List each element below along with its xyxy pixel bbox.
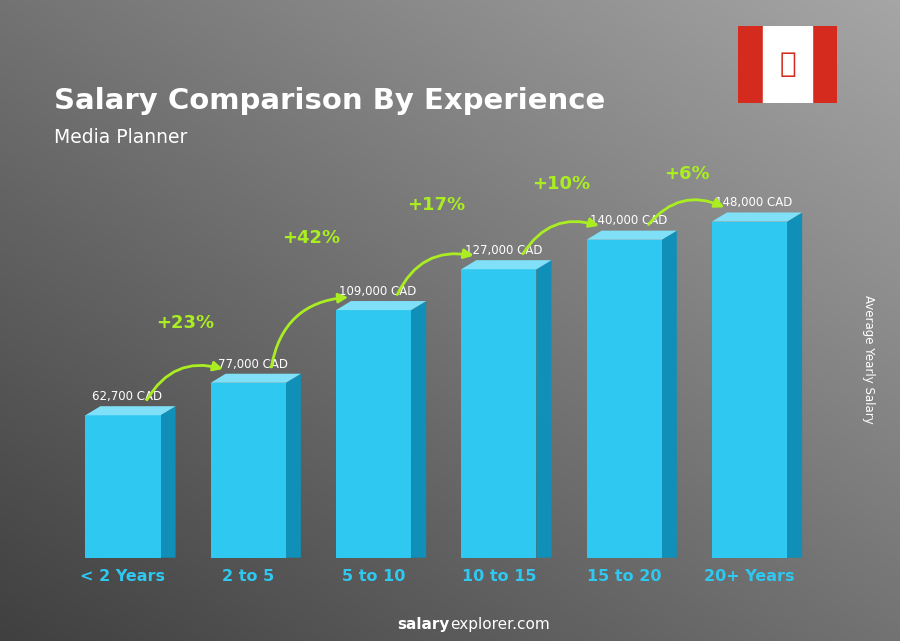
Text: 140,000 CAD: 140,000 CAD bbox=[590, 215, 668, 228]
FancyArrowPatch shape bbox=[397, 250, 471, 295]
Text: 🍁: 🍁 bbox=[779, 50, 796, 78]
Text: Average Yearly Salary: Average Yearly Salary bbox=[862, 295, 875, 423]
Text: explorer.com: explorer.com bbox=[450, 617, 550, 633]
Polygon shape bbox=[211, 374, 301, 383]
Bar bbox=[712, 222, 788, 558]
Bar bbox=[587, 240, 662, 558]
Text: 77,000 CAD: 77,000 CAD bbox=[218, 358, 288, 370]
Text: 127,000 CAD: 127,000 CAD bbox=[464, 244, 542, 257]
Bar bbox=[462, 269, 536, 558]
Polygon shape bbox=[712, 212, 802, 222]
Bar bbox=[211, 383, 286, 558]
FancyArrowPatch shape bbox=[649, 199, 722, 224]
Polygon shape bbox=[86, 406, 176, 415]
Text: +10%: +10% bbox=[533, 175, 590, 193]
Polygon shape bbox=[587, 231, 677, 240]
Text: 109,000 CAD: 109,000 CAD bbox=[339, 285, 417, 298]
Bar bbox=[812, 26, 837, 103]
Polygon shape bbox=[662, 231, 677, 558]
FancyArrowPatch shape bbox=[147, 362, 220, 400]
Polygon shape bbox=[160, 406, 176, 558]
Text: +17%: +17% bbox=[407, 197, 465, 215]
Bar bbox=[738, 26, 763, 103]
FancyArrowPatch shape bbox=[271, 294, 345, 367]
Polygon shape bbox=[788, 212, 802, 558]
Text: +42%: +42% bbox=[282, 229, 340, 247]
Text: salary: salary bbox=[398, 617, 450, 633]
Text: +23%: +23% bbox=[157, 314, 214, 332]
FancyArrowPatch shape bbox=[523, 219, 596, 254]
Bar bbox=[86, 415, 160, 558]
Text: 148,000 CAD: 148,000 CAD bbox=[716, 196, 793, 210]
Text: Media Planner: Media Planner bbox=[54, 128, 187, 147]
Polygon shape bbox=[286, 374, 301, 558]
Text: +6%: +6% bbox=[664, 165, 710, 183]
Polygon shape bbox=[336, 301, 427, 310]
Polygon shape bbox=[462, 260, 552, 269]
Polygon shape bbox=[536, 260, 552, 558]
Bar bbox=[336, 310, 411, 558]
Polygon shape bbox=[411, 301, 427, 558]
Text: 62,700 CAD: 62,700 CAD bbox=[93, 390, 163, 403]
Bar bbox=[763, 26, 812, 103]
Text: Salary Comparison By Experience: Salary Comparison By Experience bbox=[54, 87, 605, 115]
